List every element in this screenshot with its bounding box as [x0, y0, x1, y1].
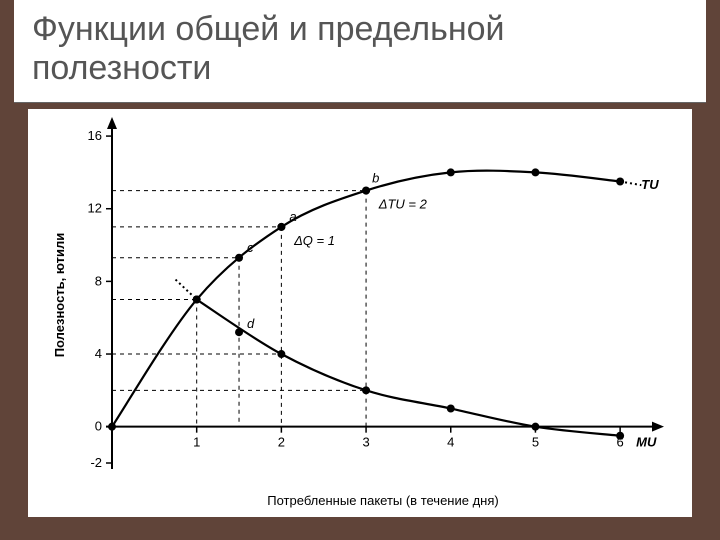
- svg-text:ΔQ = 1: ΔQ = 1: [293, 233, 335, 248]
- svg-text:8: 8: [95, 274, 102, 289]
- title-bar: Функции общей и предельной полезности: [14, 0, 706, 103]
- svg-text:c: c: [247, 240, 254, 255]
- svg-text:4: 4: [95, 346, 102, 361]
- svg-text:4: 4: [447, 435, 454, 450]
- svg-text:MU: MU: [636, 435, 657, 450]
- svg-text:0: 0: [95, 419, 102, 434]
- svg-text:1: 1: [193, 435, 200, 450]
- svg-text:2: 2: [278, 435, 285, 450]
- svg-text:16: 16: [88, 128, 102, 143]
- slide: Функции общей и предельной полезности -2…: [0, 0, 720, 540]
- svg-text:d: d: [247, 316, 255, 331]
- svg-text:Потребленные пакеты (в течение: Потребленные пакеты (в течение дня): [267, 493, 498, 508]
- utility-chart: -20481216123456abcdΔTU = 2ΔQ = 1TUMUПотр…: [34, 113, 674, 513]
- svg-text:TU: TU: [641, 177, 659, 192]
- svg-text:3: 3: [362, 435, 369, 450]
- svg-text:ΔTU = 2: ΔTU = 2: [378, 197, 428, 212]
- svg-text:12: 12: [88, 201, 102, 216]
- chart-panel: -20481216123456abcdΔTU = 2ΔQ = 1TUMUПотр…: [28, 109, 692, 517]
- svg-text:5: 5: [532, 435, 539, 450]
- svg-text:a: a: [289, 209, 296, 224]
- svg-text:b: b: [372, 171, 379, 186]
- svg-text:Полезность, ютили: Полезность, ютили: [52, 233, 67, 358]
- slide-title: Функции общей и предельной полезности: [32, 10, 688, 88]
- svg-text:-2: -2: [90, 455, 102, 470]
